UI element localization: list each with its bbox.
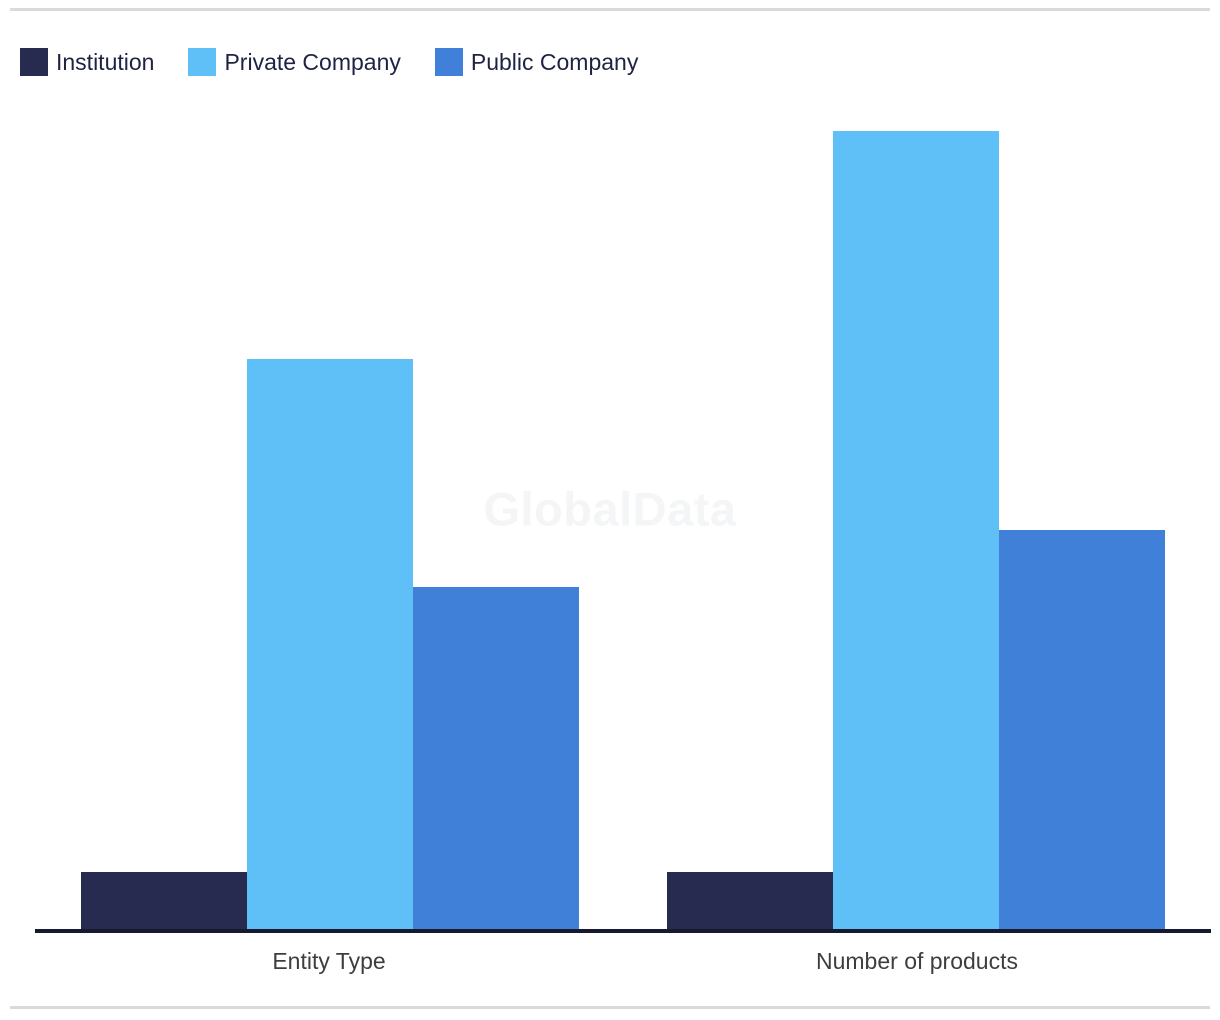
legend-label-public-company: Public Company [470, 49, 639, 75]
plot-area: GlobalData [35, 0, 1211, 929]
globaldata-watermark: GlobalData [483, 482, 737, 536]
legend-swatch-institution-icon [20, 48, 48, 76]
bottom-divider [10, 1006, 1210, 1009]
bar-number-of-products-public-company [999, 530, 1165, 929]
top-divider [10, 8, 1210, 11]
x-label-number-of-products: Number of products [816, 948, 1018, 974]
bar-entity-type-private-company [247, 359, 413, 929]
bar-entity-type-institution [81, 872, 247, 929]
chart-legend: Institution Private Company Public Compa… [20, 48, 638, 76]
legend-swatch-private-company-icon [188, 48, 217, 76]
legend-item-private-company[interactable]: Private Company [188, 48, 401, 76]
bar-number-of-products-institution [667, 872, 833, 929]
x-axis-line [35, 929, 1211, 933]
bar-group-entity-type [81, 359, 579, 929]
legend-label-institution: Institution [56, 49, 155, 75]
x-axis-labels: Entity Type Number of products [35, 947, 1211, 975]
legend-item-institution[interactable]: Institution [20, 48, 154, 76]
legend-item-public-company[interactable]: Public Company [434, 48, 639, 76]
bar-group-number-of-products [667, 131, 1165, 929]
legend-label-private-company: Private Company [224, 49, 401, 75]
bar-entity-type-public-company [413, 587, 579, 929]
bar-number-of-products-private-company [833, 131, 999, 929]
legend-swatch-public-company-icon [434, 48, 463, 76]
x-label-entity-type: Entity Type [272, 948, 386, 974]
